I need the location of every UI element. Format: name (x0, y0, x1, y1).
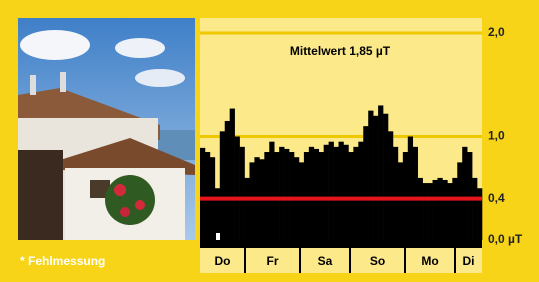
bar (314, 149, 319, 240)
bar (348, 152, 353, 240)
bar (457, 162, 462, 240)
x-tick-label: Mo (421, 254, 438, 268)
y-tick-label: 2,0 (488, 25, 505, 39)
bar (408, 137, 413, 241)
baseline-band (200, 240, 482, 248)
bar (334, 147, 339, 240)
bar (299, 162, 304, 240)
bar (442, 180, 447, 240)
bar (413, 147, 418, 240)
bar (403, 152, 408, 240)
x-tick-label: Di (463, 254, 475, 268)
bar (264, 152, 269, 240)
bar (235, 137, 240, 241)
bar (279, 147, 284, 240)
x-tick-label: Fr (267, 254, 279, 268)
x-axis-band (200, 248, 482, 273)
bar (215, 188, 220, 240)
bar (225, 121, 230, 240)
bar (452, 178, 457, 240)
bar (353, 147, 358, 240)
bar (284, 149, 289, 240)
bar (329, 142, 334, 240)
y-tick-label: 0,4 (488, 191, 505, 205)
bar (363, 126, 368, 240)
bar (477, 188, 482, 240)
annotation: Mittelwert 1,85 µT (290, 44, 391, 58)
bar (437, 178, 442, 240)
bar (368, 111, 373, 240)
bar (289, 152, 294, 240)
bar (319, 152, 324, 240)
bar (393, 147, 398, 240)
bar (383, 114, 388, 240)
bar (472, 178, 477, 240)
bar (358, 142, 363, 240)
bar (428, 183, 433, 240)
bar (467, 152, 472, 240)
bar (249, 162, 254, 240)
bar (230, 109, 235, 240)
x-tick-label: Sa (318, 254, 333, 268)
bar (200, 148, 205, 240)
bar (339, 142, 344, 240)
bar (388, 131, 393, 240)
bar (309, 147, 314, 240)
bar (245, 178, 250, 240)
photo (18, 18, 195, 240)
footnote: * Fehlmessung (20, 254, 105, 268)
bar (447, 183, 452, 240)
bar (462, 147, 467, 240)
y-tick-label: 1,0 (488, 129, 505, 143)
bar (378, 105, 383, 240)
bar (324, 145, 329, 240)
bar (343, 145, 348, 240)
bar (423, 183, 428, 240)
error-marker (216, 233, 220, 240)
bar (274, 152, 279, 240)
bar (418, 178, 423, 240)
bar (269, 142, 274, 240)
chart: Mittelwert 1,85 µT * Fehlmessung 0,0 µT 0… (0, 0, 539, 282)
bar (240, 147, 245, 240)
bar (398, 162, 403, 240)
bar (220, 131, 225, 240)
bar (433, 180, 438, 240)
bar (373, 116, 378, 240)
x-tick-label: Do (215, 254, 231, 268)
y-tick-label: 0,0 µT (488, 232, 523, 246)
bar (304, 152, 309, 240)
bar (205, 152, 210, 240)
x-tick-label: So (370, 254, 385, 268)
